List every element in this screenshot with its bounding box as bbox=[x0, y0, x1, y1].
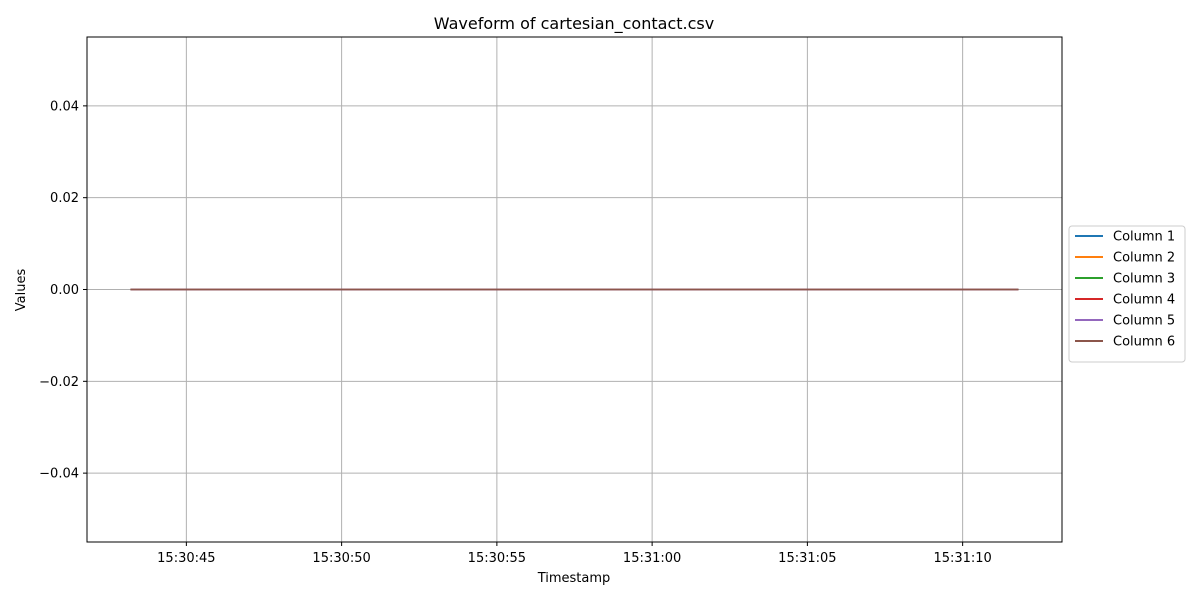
x-tick-label: 15:31:10 bbox=[933, 551, 991, 566]
legend-label-4: Column 4 bbox=[1113, 293, 1175, 308]
legend-label-2: Column 2 bbox=[1113, 251, 1175, 266]
legend-box bbox=[1068, 225, 1186, 363]
x-tick-label: 15:30:55 bbox=[468, 551, 526, 566]
legend-label-5: Column 5 bbox=[1113, 314, 1175, 329]
chart-title: Waveform of cartesian_contact.csv bbox=[434, 14, 714, 34]
y-tick-label: 0.00 bbox=[50, 283, 79, 298]
x-tick-label: 15:30:50 bbox=[312, 551, 370, 566]
x-tick-label: 15:31:00 bbox=[623, 551, 681, 566]
legend-label-3: Column 3 bbox=[1113, 272, 1175, 287]
legend-label-6: Column 6 bbox=[1113, 335, 1175, 350]
y-tick-label: −0.04 bbox=[39, 467, 79, 482]
y-axis-ticks: −0.04 −0.02 0.00 0.02 0.04 bbox=[39, 99, 87, 482]
x-axis-ticks: 15:30:45 15:30:50 15:30:55 15:31:00 15:31:05… bbox=[157, 542, 992, 566]
legend-label-1: Column 1 bbox=[1113, 230, 1175, 245]
x-tick-label: 15:31:05 bbox=[778, 551, 836, 566]
x-tick-label: 15:30:45 bbox=[157, 551, 215, 566]
x-axis-label: Timestamp bbox=[537, 571, 611, 586]
y-tick-label: 0.04 bbox=[50, 99, 79, 114]
y-tick-label: −0.02 bbox=[39, 375, 79, 390]
legend: Column 1 Column 2 Column 3 Column 4 Column 5… bbox=[1068, 225, 1186, 363]
y-tick-label: 0.02 bbox=[50, 191, 79, 206]
y-axis-label: Values bbox=[14, 269, 29, 312]
